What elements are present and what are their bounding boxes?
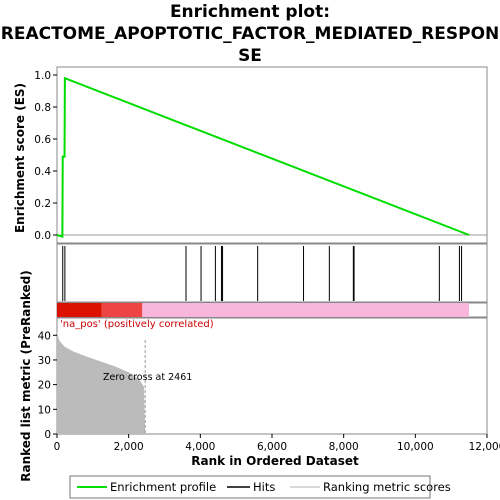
legend-hits-label: Hits <box>253 480 275 494</box>
es-tick-label: 0.8 <box>34 102 51 114</box>
correlation-segment <box>101 303 143 317</box>
correlation-segment <box>57 303 102 317</box>
x-tick-label: 4,000 <box>185 441 215 453</box>
es-tick-label: 0.0 <box>34 230 51 242</box>
enrichment-profile-line <box>56 76 470 238</box>
title-line-2: REACTOME_APOPTOTIC_FACTOR_MEDIATED_RESPO… <box>1 24 500 44</box>
es-tick-label: 0.2 <box>34 198 51 210</box>
correlation-bar <box>57 303 470 317</box>
title-line-1: Enrichment plot: <box>170 2 330 22</box>
title-line-3: SE <box>238 46 262 66</box>
es-tick-label: 1.0 <box>34 70 51 82</box>
metric-tick-label: 20 <box>38 380 51 392</box>
correlation-segment <box>142 303 470 317</box>
x-tick-label: 10,000 <box>397 441 434 453</box>
x-tick-label: 2,000 <box>114 441 144 453</box>
legend-ranking-label: Ranking metric scores <box>323 480 451 494</box>
es-tick-label: 0.6 <box>34 134 51 146</box>
x-tick-label: 8,000 <box>329 441 359 453</box>
es-axis-title: Enrichment score (ES) <box>13 83 27 233</box>
metric-tick-label: 30 <box>38 355 51 367</box>
hits-panel <box>56 243 488 303</box>
x-tick-label: 12,000 <box>469 441 500 453</box>
es-axis: 0.0 0.2 0.4 0.6 0.8 1.0 <box>34 70 57 242</box>
metric-axis: 0 10 20 30 40 <box>38 330 57 441</box>
metric-tick-label: 0 <box>44 429 51 441</box>
ranking-metric-area <box>57 330 146 434</box>
legend-enrichment-label: Enrichment profile <box>110 480 216 494</box>
es-tick-label: 0.4 <box>34 166 51 178</box>
metric-tick-label: 10 <box>38 404 51 416</box>
metric-tick-label: 40 <box>38 330 51 342</box>
x-tick-label: 6,000 <box>257 441 287 453</box>
metric-axis-title: Ranked list metric (PreRanked) <box>19 270 33 482</box>
x-tick-label: 0 <box>54 441 61 453</box>
zero-cross-label: Zero cross at 2461 <box>103 372 192 383</box>
x-axis-title: Rank in Ordered Dataset <box>191 454 359 468</box>
hit-markers <box>62 246 463 301</box>
x-axis: 0 2,000 4,000 6,000 8,000 10,000 12,000 <box>54 434 500 453</box>
positive-correlation-label: 'na_pos' (positively correlated) <box>60 319 214 330</box>
